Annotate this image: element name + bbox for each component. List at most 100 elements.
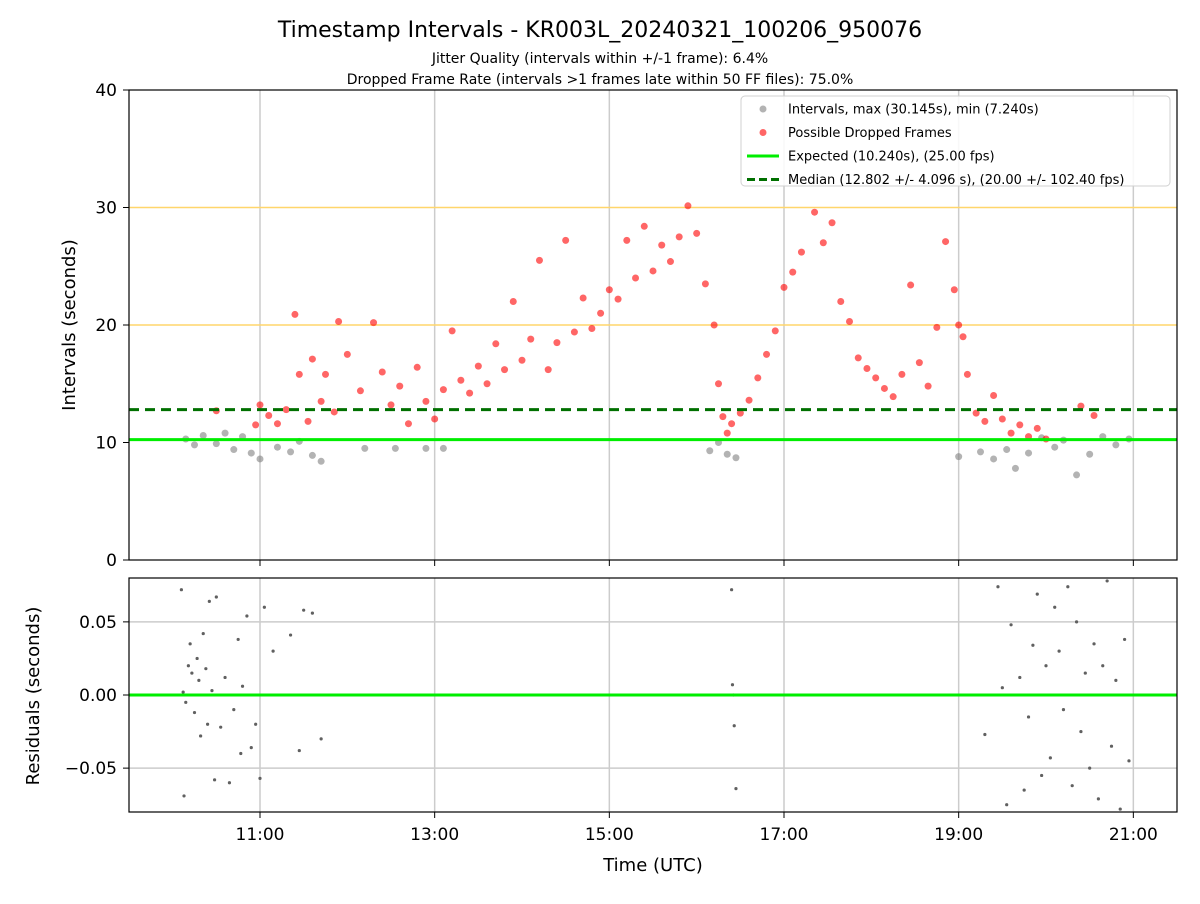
dropped-frame-point [649,267,657,275]
residual-point [1009,623,1013,627]
interval-point [391,444,399,452]
interval-point [199,431,207,439]
dropped-frame-point [715,380,722,388]
residual-point [983,732,987,737]
residual-point [288,633,293,637]
dropped-frame-point [955,321,963,329]
dropped-frame-point [330,408,338,416]
top-y-tick-label: 30 [95,199,117,219]
x-tick-label: 13:00 [410,825,459,845]
dropped-frame-point [710,321,718,329]
top-axes-frame [128,89,1178,561]
dropped-frame-point [632,274,640,282]
dropped-frame-point [797,248,805,256]
residual-point [207,599,211,604]
dropped-frame-point [684,202,692,210]
residual-point [1070,784,1074,788]
dropped-frame-point [483,380,491,388]
residual-point [1109,744,1114,748]
dropped-frame-point [1007,429,1015,437]
dropped-frame-point [719,413,727,421]
dropped-frame-point [605,286,613,294]
dropped-frame-point [570,328,578,336]
interval-point [1011,464,1019,472]
residual-point [240,684,245,688]
residual-point [1114,678,1118,682]
dropped-frame-point [387,401,395,409]
residual-point [1048,756,1052,760]
dropped-frame-point [1033,424,1041,432]
dropped-frame-point [265,411,273,419]
top-y-tick-label: 0 [106,551,117,571]
residual-point [190,671,194,675]
bottom-y-tick-label: 0.05 [79,613,117,633]
residual-point [1057,649,1061,653]
dropped-frame-point [457,376,465,384]
interval-point [1073,471,1081,479]
dropped-frame-point [889,393,897,401]
intervals-panel: 0 10 20 30 40 [95,81,1178,571]
residual-point [199,734,203,738]
residual-point [1092,642,1096,646]
residual-point [996,585,1000,589]
dropped-frame-point [854,354,862,362]
dropped-frame-point [950,286,958,294]
residual-point [204,667,208,671]
residual-point [1096,797,1100,801]
residual-point [182,794,186,798]
legend-box [740,95,1171,187]
chart-subtitle-jitter: Jitter Quality (intervals within +/-1 fr… [431,51,768,67]
residual-point [219,725,223,729]
dropped-frame-point [924,382,932,390]
dropped-frame-point [915,359,923,367]
interval-point [1051,443,1059,451]
residual-point [197,678,201,682]
dropped-frame-point [256,401,264,409]
residual-point [1000,686,1004,690]
residual-point [212,778,217,782]
interval-point [1112,441,1120,449]
interval-point [1086,450,1094,458]
dropped-frame-point [252,421,260,429]
dropped-frame-point [981,417,989,425]
dropped-frame-point [723,429,731,437]
dropped-frame-point [579,294,587,302]
bottom-y-axis-label: Residuals (seconds) [23,607,44,786]
top-y-axis-label: Intervals (seconds) [59,239,80,411]
residual-point [1061,708,1066,712]
bottom-y-tick-label: −0.05 [65,759,117,779]
residual-point [1022,788,1026,792]
dropped-frame-point [448,327,456,335]
residual-point [1044,664,1048,668]
interval-point [723,450,731,458]
dropped-frame-point [701,280,709,288]
dropped-frame-point [422,397,430,405]
interval-point [732,454,740,462]
dropped-frame-point [295,370,303,378]
interval-point [287,448,295,456]
dropped-frame-point [666,258,674,266]
dropped-frame-point [658,241,666,249]
chart-legend: Intervals, max (30.145s), min (7.240s) Po… [740,95,1171,188]
dropped-frame-point [771,327,779,335]
bottom-axes-frame [128,577,1178,813]
x-tick-label: 17:00 [760,825,809,845]
residual-point [1118,807,1122,811]
residual-point [1031,643,1035,647]
dropped-frame-point [501,366,509,374]
top-y-tick-label: 20 [95,316,117,336]
interval-point [221,429,229,437]
legend-marker [759,129,767,136]
dropped-frame-point [282,406,290,414]
residual-point [319,737,323,741]
dropped-frame-point [754,374,762,382]
dropped-frame-point [780,283,788,291]
residual-point [1053,605,1057,609]
legend-label: Median (12.802 +/- 4.096 s), (20.00 +/- … [788,173,1124,188]
x-tick-label: 11:00 [236,825,285,845]
dropped-frame-point [509,298,517,305]
interval-point [439,444,447,452]
dropped-frame-point [789,268,797,276]
residual-point [302,608,306,612]
dropped-frame-point [963,370,971,378]
